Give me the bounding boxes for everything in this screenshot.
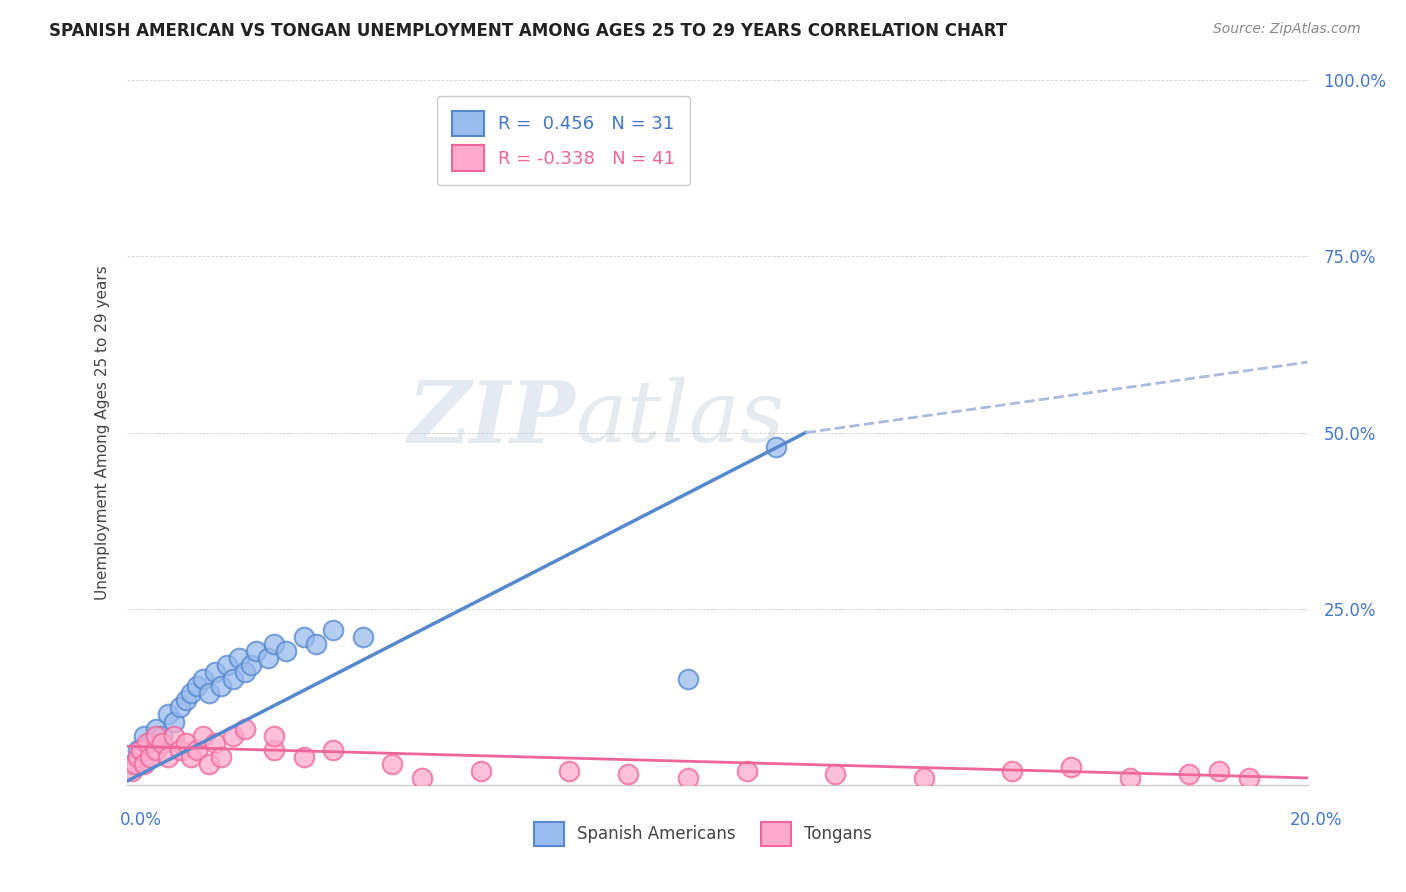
Text: 20.0%: 20.0%	[1291, 811, 1343, 829]
Point	[470, 764, 492, 778]
Point	[1001, 764, 1024, 778]
Point	[209, 679, 232, 693]
Point	[322, 623, 344, 637]
Point	[765, 440, 787, 454]
Point	[139, 749, 162, 764]
Point	[121, 764, 143, 778]
Point	[233, 665, 256, 680]
Point	[222, 673, 245, 687]
Point	[121, 756, 143, 771]
Point	[129, 742, 153, 756]
Point	[127, 749, 149, 764]
Point	[150, 729, 173, 743]
Text: 0.0%: 0.0%	[120, 811, 162, 829]
Point	[180, 749, 202, 764]
Point	[169, 742, 191, 756]
Point	[209, 749, 232, 764]
Point	[204, 665, 226, 680]
Point	[156, 707, 179, 722]
Point	[193, 729, 215, 743]
Point	[180, 686, 202, 700]
Point	[136, 736, 159, 750]
Point	[245, 644, 267, 658]
Point	[274, 644, 297, 658]
Point	[1119, 771, 1142, 785]
Point	[156, 749, 179, 764]
Point	[824, 767, 846, 781]
Point	[912, 771, 935, 785]
Point	[676, 673, 699, 687]
Point	[1237, 771, 1260, 785]
Point	[263, 729, 285, 743]
Point	[186, 742, 208, 756]
Point	[1178, 767, 1201, 781]
Point	[676, 771, 699, 785]
Point	[292, 630, 315, 644]
Point	[411, 771, 433, 785]
Point	[381, 756, 404, 771]
Point	[127, 742, 149, 756]
Point	[322, 742, 344, 756]
Point	[124, 756, 146, 771]
Point	[228, 651, 250, 665]
Point	[292, 749, 315, 764]
Y-axis label: Unemployment Among Ages 25 to 29 years: Unemployment Among Ages 25 to 29 years	[94, 265, 110, 600]
Text: atlas: atlas	[575, 377, 785, 460]
Point	[617, 767, 640, 781]
Point	[169, 700, 191, 714]
Point	[558, 764, 581, 778]
Point	[233, 722, 256, 736]
Legend: R =  0.456   N = 31, R = -0.338   N = 41: R = 0.456 N = 31, R = -0.338 N = 41	[437, 96, 690, 186]
Point	[174, 693, 197, 707]
Point	[1208, 764, 1230, 778]
Point	[735, 764, 758, 778]
Point	[352, 630, 374, 644]
Text: Source: ZipAtlas.com: Source: ZipAtlas.com	[1213, 22, 1361, 37]
Point	[145, 722, 167, 736]
Point	[263, 742, 285, 756]
Point	[239, 658, 262, 673]
Point	[139, 736, 162, 750]
Point	[222, 729, 245, 743]
Point	[257, 651, 280, 665]
Text: SPANISH AMERICAN VS TONGAN UNEMPLOYMENT AMONG AGES 25 TO 29 YEARS CORRELATION CH: SPANISH AMERICAN VS TONGAN UNEMPLOYMENT …	[49, 22, 1007, 40]
Point	[204, 736, 226, 750]
Point	[145, 729, 167, 743]
Point	[163, 714, 186, 729]
Point	[186, 679, 208, 693]
Point	[150, 736, 173, 750]
Point	[1060, 760, 1083, 774]
Legend: Spanish Americans, Tongans: Spanish Americans, Tongans	[527, 815, 879, 853]
Point	[198, 756, 221, 771]
Point	[134, 756, 156, 771]
Point	[263, 637, 285, 651]
Point	[215, 658, 238, 673]
Point	[304, 637, 326, 651]
Point	[198, 686, 221, 700]
Point	[174, 736, 197, 750]
Point	[134, 729, 156, 743]
Point	[163, 729, 186, 743]
Point	[193, 673, 215, 687]
Text: ZIP: ZIP	[408, 376, 575, 460]
Point	[145, 742, 167, 756]
